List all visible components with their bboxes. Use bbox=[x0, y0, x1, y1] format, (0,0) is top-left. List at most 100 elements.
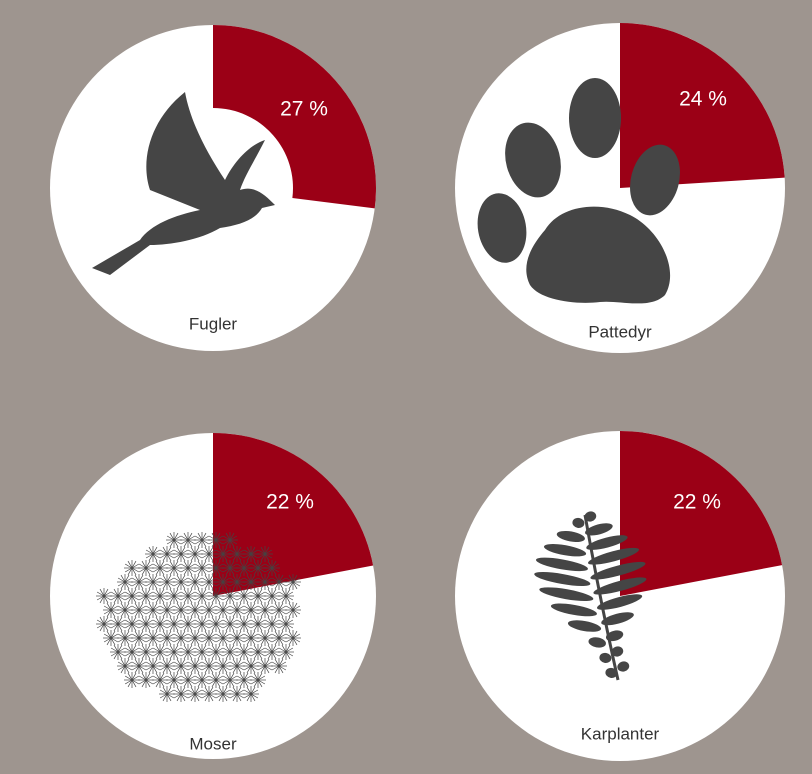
moss-strand bbox=[243, 577, 259, 587]
value-label: 27 % bbox=[280, 98, 328, 121]
moss-strand bbox=[173, 661, 189, 671]
moss-strand bbox=[250, 591, 266, 601]
moss-strand bbox=[138, 675, 154, 685]
moss-strand bbox=[222, 563, 238, 573]
moss-strand bbox=[159, 605, 175, 615]
fern-leaf bbox=[588, 637, 606, 648]
fern-leaf bbox=[535, 557, 588, 572]
moss-strand bbox=[173, 633, 189, 643]
moss-strand bbox=[285, 577, 301, 587]
moss-strand bbox=[236, 675, 252, 685]
chart-label: Karplanter bbox=[581, 724, 660, 743]
moss-strand bbox=[173, 549, 189, 559]
moss-strand bbox=[201, 633, 217, 643]
moss-strand bbox=[194, 619, 210, 629]
moss-strand bbox=[159, 633, 175, 643]
moss-strand bbox=[243, 549, 259, 559]
moss-strand bbox=[145, 661, 161, 671]
moss-strand bbox=[166, 535, 182, 545]
moss-strand bbox=[250, 675, 266, 685]
moss-strand bbox=[124, 563, 140, 573]
fern-leaf bbox=[617, 661, 630, 672]
moss-strand bbox=[236, 563, 252, 573]
moss-strand bbox=[103, 633, 119, 643]
moss-strand bbox=[222, 675, 238, 685]
moss-strand bbox=[201, 661, 217, 671]
moss-strand bbox=[159, 577, 175, 587]
moss-strand bbox=[271, 661, 287, 671]
fern-leaf bbox=[550, 603, 597, 617]
moss-strand bbox=[180, 563, 196, 573]
moss-strand bbox=[166, 619, 182, 629]
moss-strand bbox=[110, 647, 126, 657]
moss-strand bbox=[264, 647, 280, 657]
moss-strand bbox=[194, 591, 210, 601]
moss-strand bbox=[236, 619, 252, 629]
fern-leaf bbox=[567, 620, 602, 632]
moss-strand bbox=[131, 577, 147, 587]
moss-strand bbox=[278, 647, 294, 657]
moss-strand bbox=[180, 619, 196, 629]
moss-strand bbox=[208, 591, 224, 601]
moss-strand bbox=[166, 563, 182, 573]
moss-strand bbox=[152, 563, 168, 573]
fern-leaf bbox=[605, 630, 624, 642]
moss-strand bbox=[117, 605, 133, 615]
moss-strand bbox=[110, 591, 126, 601]
moss-strand bbox=[257, 549, 273, 559]
moss-strand bbox=[201, 577, 217, 587]
moss-strand bbox=[180, 647, 196, 657]
moss-strand bbox=[278, 591, 294, 601]
moss-strand bbox=[250, 563, 266, 573]
moss-strand bbox=[96, 591, 112, 601]
value-label: 24 % bbox=[679, 88, 727, 111]
moss-strand bbox=[229, 605, 245, 615]
moss-strand bbox=[257, 577, 273, 587]
pie-wedge bbox=[213, 25, 376, 209]
moss-strand bbox=[173, 577, 189, 587]
moss-strand bbox=[215, 577, 231, 587]
moss-strand bbox=[138, 619, 154, 629]
moss-strand bbox=[145, 577, 161, 587]
moss-strand bbox=[194, 647, 210, 657]
moss-strand bbox=[152, 647, 168, 657]
moss-strand bbox=[187, 689, 203, 699]
moss-strand bbox=[159, 549, 175, 559]
moss-strand bbox=[264, 591, 280, 601]
moss-strand bbox=[229, 689, 245, 699]
moss-strand bbox=[208, 675, 224, 685]
moss-strand bbox=[124, 647, 140, 657]
moss-strand bbox=[180, 535, 196, 545]
moss-strand bbox=[187, 577, 203, 587]
moss-strand bbox=[229, 661, 245, 671]
moss-strand bbox=[194, 675, 210, 685]
fern-leaf bbox=[588, 547, 640, 565]
moss-strand bbox=[208, 563, 224, 573]
moss-strand bbox=[243, 689, 259, 699]
fern-leaf bbox=[611, 646, 624, 657]
moss-strand bbox=[278, 619, 294, 629]
moss-strand bbox=[117, 577, 133, 587]
moss-strand bbox=[131, 605, 147, 615]
moss-strand bbox=[103, 605, 119, 615]
moss-strand bbox=[138, 647, 154, 657]
moss-strand bbox=[222, 591, 238, 601]
bird-icon bbox=[92, 92, 275, 275]
moss-strand bbox=[229, 633, 245, 643]
moss-strand bbox=[180, 675, 196, 685]
moss-strand bbox=[201, 549, 217, 559]
moss-strand bbox=[124, 675, 140, 685]
moss-strand bbox=[124, 591, 140, 601]
moss-strand bbox=[194, 563, 210, 573]
moss-strand bbox=[159, 661, 175, 671]
moss-strand bbox=[117, 633, 133, 643]
moss-strand bbox=[208, 535, 224, 545]
fern-leaf bbox=[593, 577, 647, 595]
moss-strand bbox=[145, 549, 161, 559]
moss-strand bbox=[236, 591, 252, 601]
moss-strand bbox=[215, 661, 231, 671]
value-label: 22 % bbox=[673, 491, 721, 514]
moss-strand bbox=[250, 647, 266, 657]
